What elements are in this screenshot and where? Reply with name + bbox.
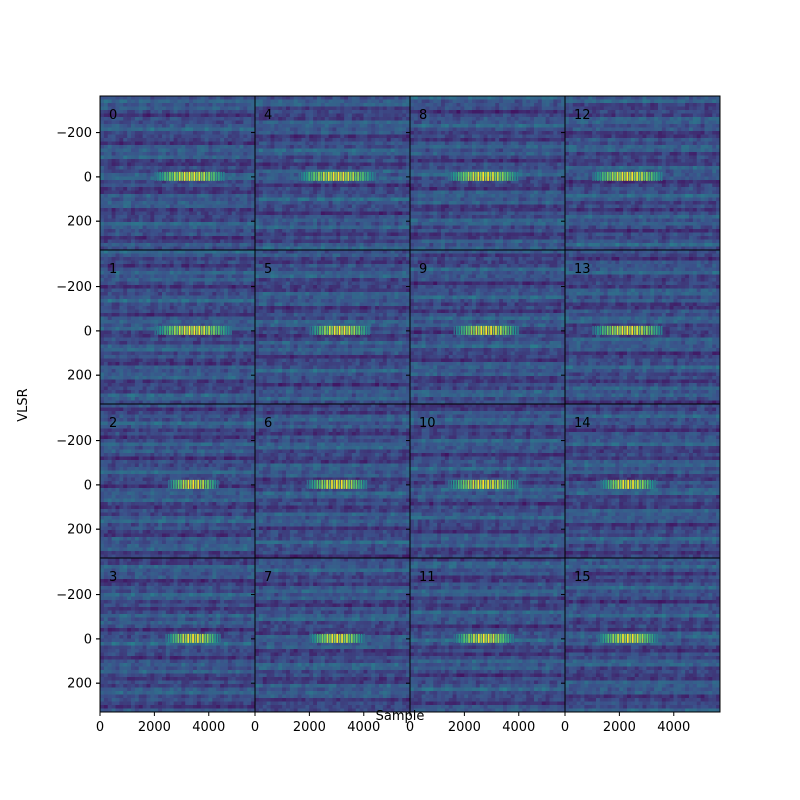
y-tick-label: 200 xyxy=(67,677,92,692)
panel-number-12: 12 xyxy=(574,108,591,123)
emission-line-14 xyxy=(600,480,656,489)
y-tick-label: 0 xyxy=(84,170,92,185)
y-tick-label: 200 xyxy=(67,215,92,230)
panel-number-5: 5 xyxy=(264,262,272,277)
y-tick-label: 0 xyxy=(84,324,92,339)
panel-12: 12 xyxy=(561,96,720,250)
panel-number-8: 8 xyxy=(419,108,427,123)
y-tick-label: −200 xyxy=(56,126,92,141)
panel-9: 9 xyxy=(406,250,565,404)
panel-14: 14 xyxy=(561,404,720,558)
panel-4: 4 xyxy=(251,96,410,250)
emission-line-13 xyxy=(592,326,662,335)
panel-2: 2 xyxy=(96,404,255,558)
panel-0: 0 xyxy=(96,96,255,250)
panel-number-6: 6 xyxy=(264,416,272,431)
x-tick-label: 0 xyxy=(561,720,569,735)
panel-8: 8 xyxy=(406,96,565,250)
emission-line-3 xyxy=(165,634,221,643)
panel-7: 7 xyxy=(251,558,410,712)
panel-number-7: 7 xyxy=(264,570,272,585)
panel-number-0: 0 xyxy=(109,108,117,123)
y-tick-label: −200 xyxy=(56,588,92,603)
panel-number-4: 4 xyxy=(264,108,272,123)
x-tick-label: 2000 xyxy=(293,720,326,735)
x-tick-label: 4000 xyxy=(192,720,225,735)
panel-number-3: 3 xyxy=(109,570,117,585)
y-tick-label: 0 xyxy=(84,632,92,647)
x-tick-label: 0 xyxy=(251,720,259,735)
panel-number-11: 11 xyxy=(419,570,436,585)
panel-number-9: 9 xyxy=(419,262,427,277)
panel-5: 5 xyxy=(251,250,410,404)
panel-number-14: 14 xyxy=(574,416,591,431)
emission-line-9 xyxy=(454,326,519,335)
emission-line-0 xyxy=(154,172,224,181)
y-tick-label: 200 xyxy=(67,369,92,384)
panel-number-10: 10 xyxy=(419,416,436,431)
panel-6: 6 xyxy=(251,404,410,558)
panel-10: 10 xyxy=(406,404,565,558)
x-tick-label: 2000 xyxy=(448,720,481,735)
panel-15: 15 xyxy=(561,558,720,712)
x-tick-label: 2000 xyxy=(603,720,636,735)
emission-line-8 xyxy=(448,172,518,181)
panel-number-1: 1 xyxy=(109,262,117,277)
panel-number-15: 15 xyxy=(574,570,591,585)
emission-line-10 xyxy=(448,480,518,489)
panel-1: 1 xyxy=(96,250,255,404)
x-axis-label: Sample xyxy=(376,709,425,724)
emission-line-12 xyxy=(592,172,662,181)
x-tick-label: 4000 xyxy=(502,720,535,735)
panel-number-13: 13 xyxy=(574,262,591,277)
emission-line-7 xyxy=(309,634,365,643)
y-tick-label: 0 xyxy=(84,478,92,493)
panel-number-2: 2 xyxy=(109,416,117,431)
x-tick-label: 2000 xyxy=(138,720,171,735)
x-tick-label: 4000 xyxy=(657,720,690,735)
panel-11: 11 xyxy=(406,558,565,712)
panel-3: 3 xyxy=(96,558,255,712)
x-tick-label: 0 xyxy=(96,720,104,735)
y-tick-label: −200 xyxy=(56,434,92,449)
y-tick-label: −200 xyxy=(56,280,92,295)
y-axis: −200 0 200 −200 0 200 −200 0 200 −200 0 200 xyxy=(56,126,100,692)
y-tick-label: 200 xyxy=(67,523,92,538)
emission-line-2 xyxy=(168,480,219,489)
panel-13: 13 xyxy=(561,250,720,404)
y-axis-label: VLSR xyxy=(16,388,31,421)
